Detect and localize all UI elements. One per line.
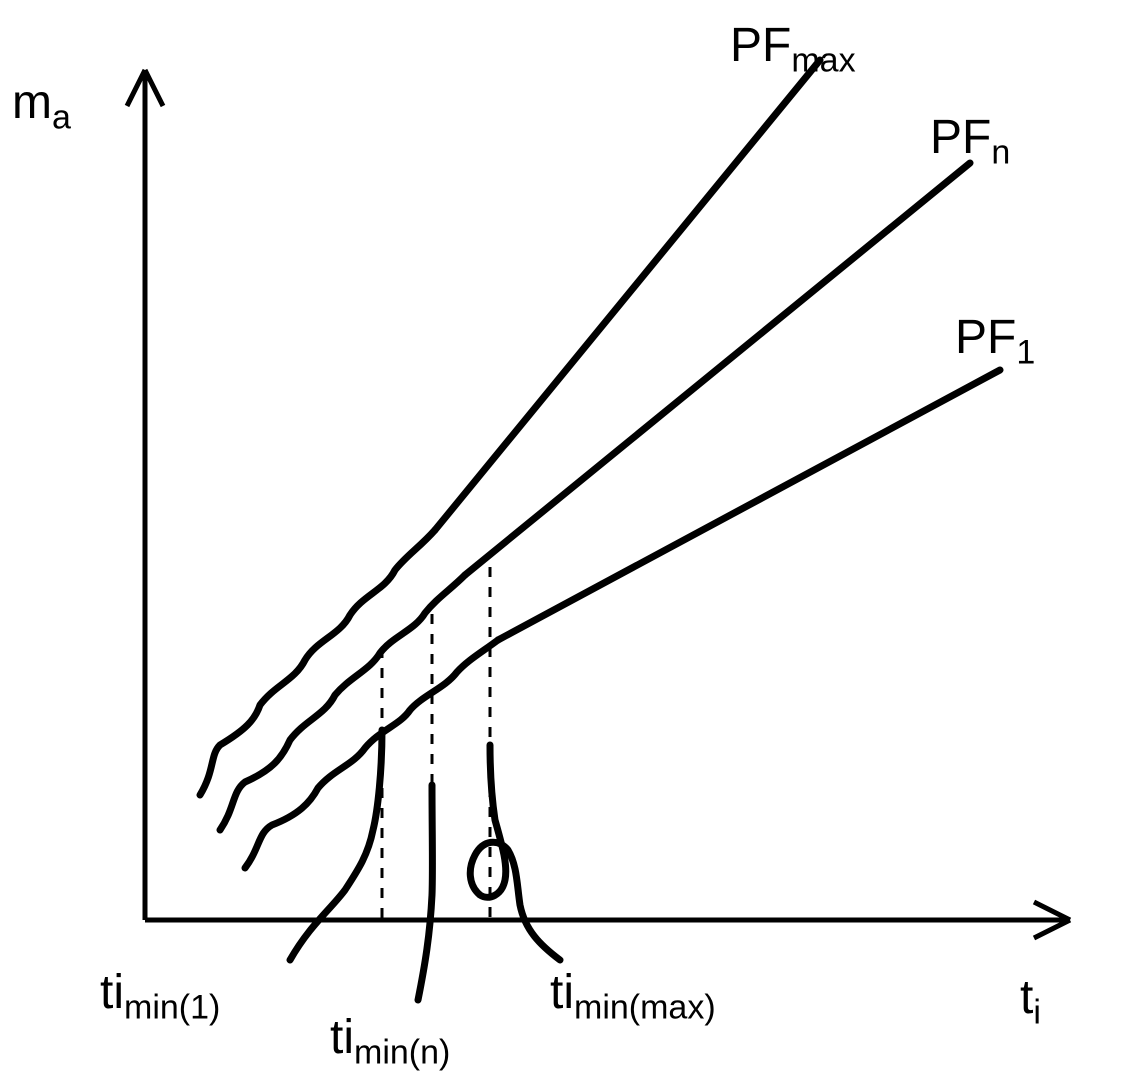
pf-n-curve-linear	[465, 163, 970, 575]
pointer-ti_min_1	[290, 730, 382, 960]
pf-max-label: PFmax	[730, 18, 856, 81]
ti-min-n-label: timin(n)	[330, 1010, 450, 1073]
pf-1-label: PF1	[955, 310, 1035, 373]
pf-n-label: PFn	[930, 110, 1010, 173]
pointer-ti_min_max	[470, 745, 560, 960]
x-axis-label: ti	[1020, 970, 1041, 1033]
y-axis-label: ma	[12, 75, 71, 138]
pf-max-curve-linear	[435, 60, 820, 530]
pf-max-curve-wavy	[200, 530, 435, 795]
ti-min-max-label: timin(max)	[550, 965, 716, 1028]
pointer-ti_min_n	[418, 785, 432, 1000]
pf-1-curve-linear	[498, 370, 1000, 640]
pf-n-curve-wavy	[220, 575, 465, 830]
ti-min-1-label: timin(1)	[100, 965, 220, 1028]
